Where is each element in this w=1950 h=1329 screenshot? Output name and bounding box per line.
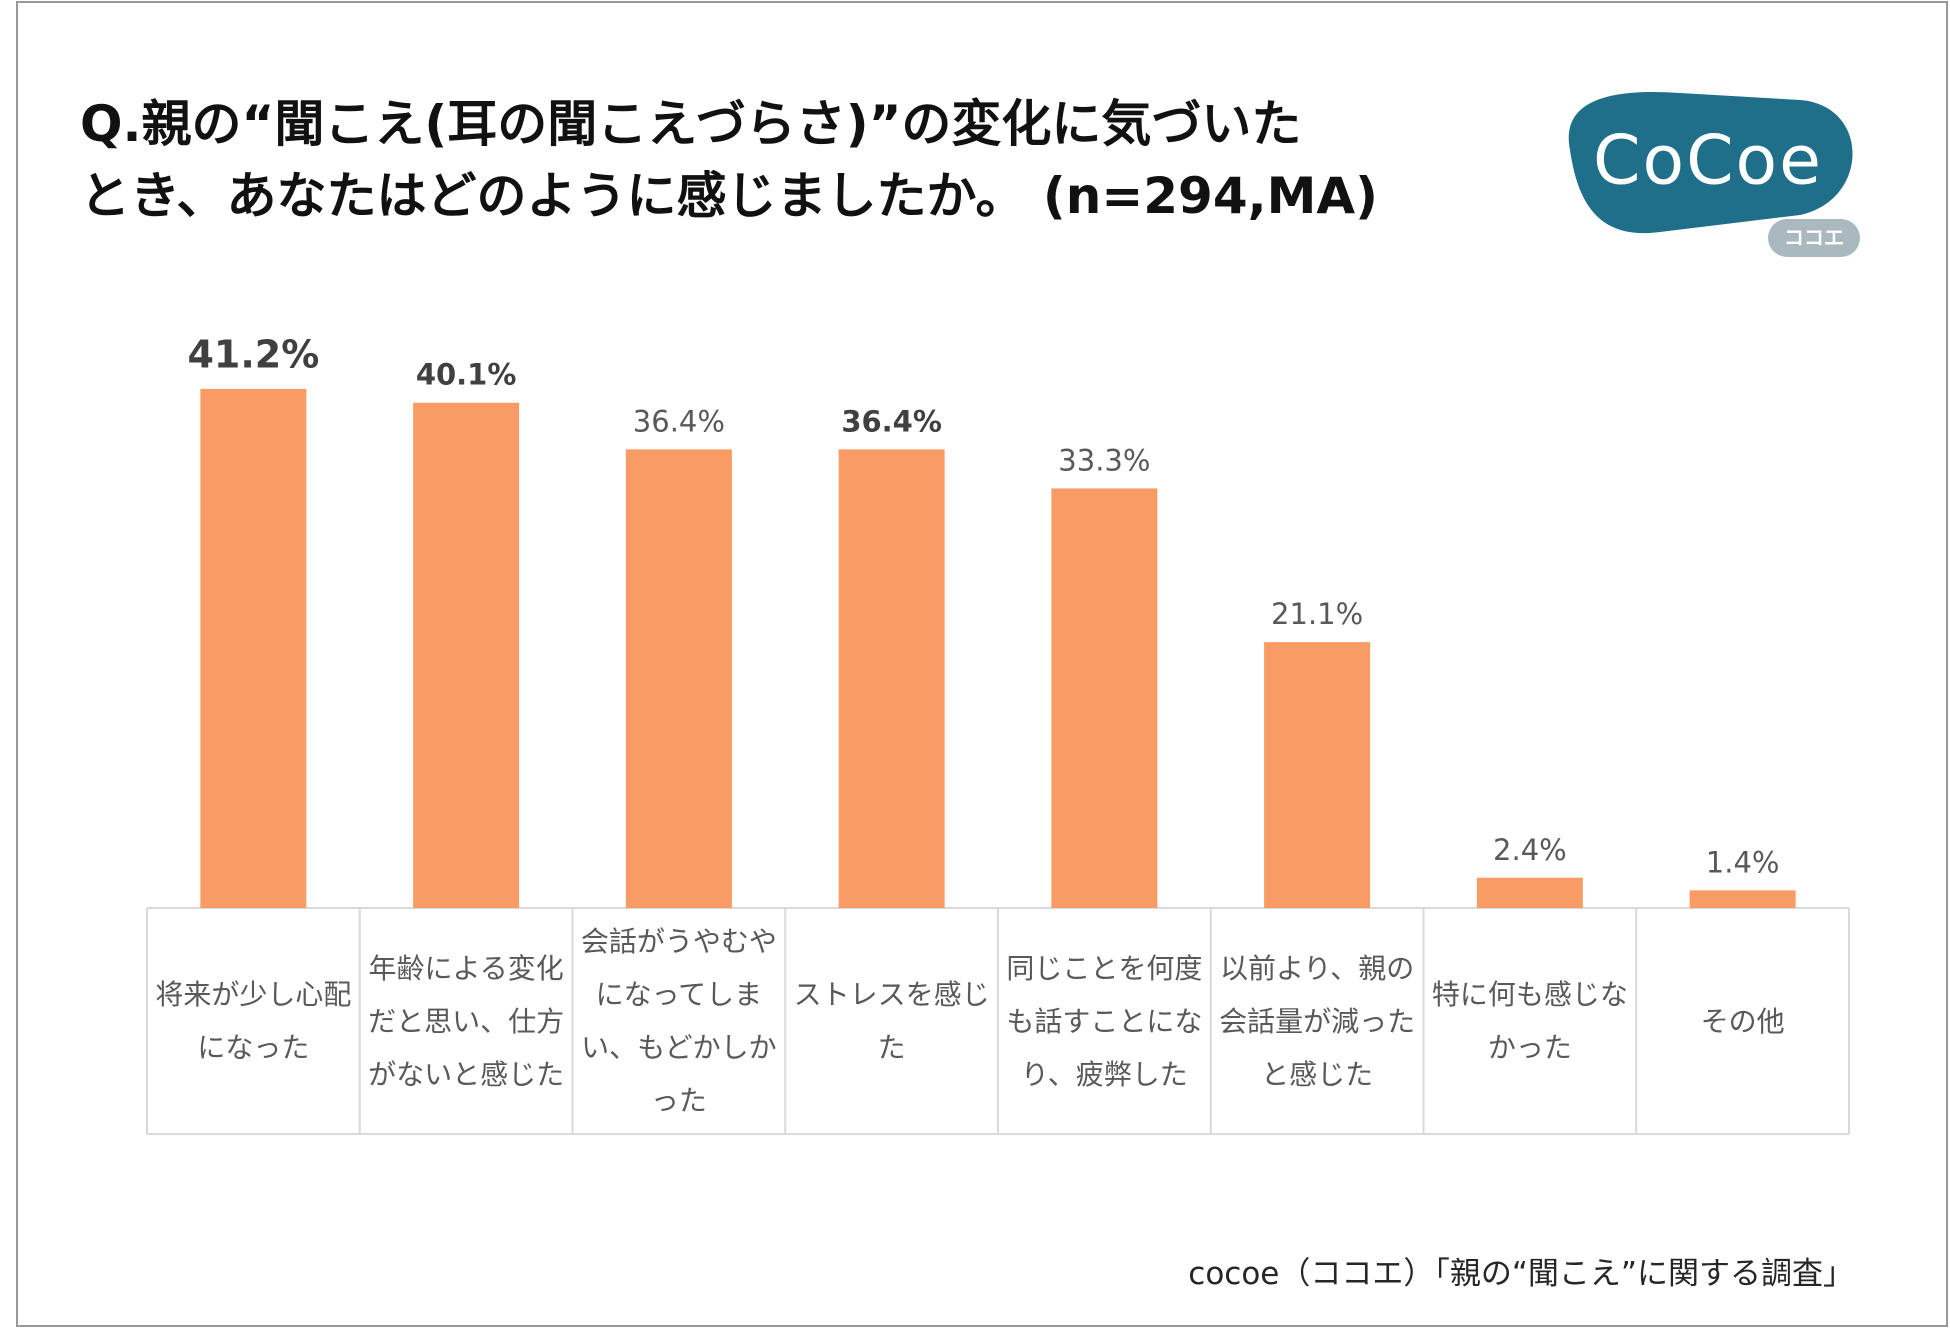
bar [413, 402, 520, 908]
logo-text: CoCoe [1593, 122, 1823, 201]
value-label: 36.4% [633, 404, 725, 438]
category-label: 将来が少し心配になった [155, 978, 352, 1064]
bar [1476, 877, 1583, 908]
source: cocoe（ココエ）「親の“聞こえ”に関する調査」 [1188, 1256, 1854, 1292]
category-label: 会話がうやむやになってしまい、もどかしかった [580, 925, 777, 1117]
frame [16, 1, 1948, 1327]
logo-pill [1768, 219, 1860, 257]
category-label: 同じことを何度も話すことになり、疲弊した [1006, 951, 1203, 1091]
value-label: 1.4% [1706, 845, 1780, 879]
logo-subtext: ココエ [1784, 226, 1844, 250]
bar [200, 388, 307, 908]
logo-shape [1568, 91, 1853, 234]
logo: CoCoe ココエ [1568, 91, 1860, 257]
value-label: 36.4% [841, 404, 942, 438]
bar [1264, 642, 1371, 908]
value-label: 21.1% [1271, 597, 1363, 631]
bar [1689, 890, 1796, 908]
bar [625, 449, 732, 908]
chart-title: Q.親の“聞こえ(耳の聞こえづらさ)”の変化に気づいた とき、あなたはどのように… [80, 95, 1378, 225]
bar [1051, 488, 1158, 908]
value-label: 33.3% [1058, 443, 1150, 477]
category-label: 年齢による変化だと思い、仕方がないと感じた [368, 951, 565, 1091]
bar [838, 449, 945, 908]
category-label: その他 [1700, 1004, 1785, 1038]
category-label: 特に何も感じなかった [1431, 978, 1628, 1064]
category-label: 以前より、親の会話量が減ったと感じた [1219, 951, 1416, 1091]
value-label: 41.2% [187, 332, 319, 376]
category-label: ストレスを感じた [793, 978, 990, 1064]
value-label: 2.4% [1493, 833, 1567, 867]
value-label: 40.1% [416, 358, 517, 392]
